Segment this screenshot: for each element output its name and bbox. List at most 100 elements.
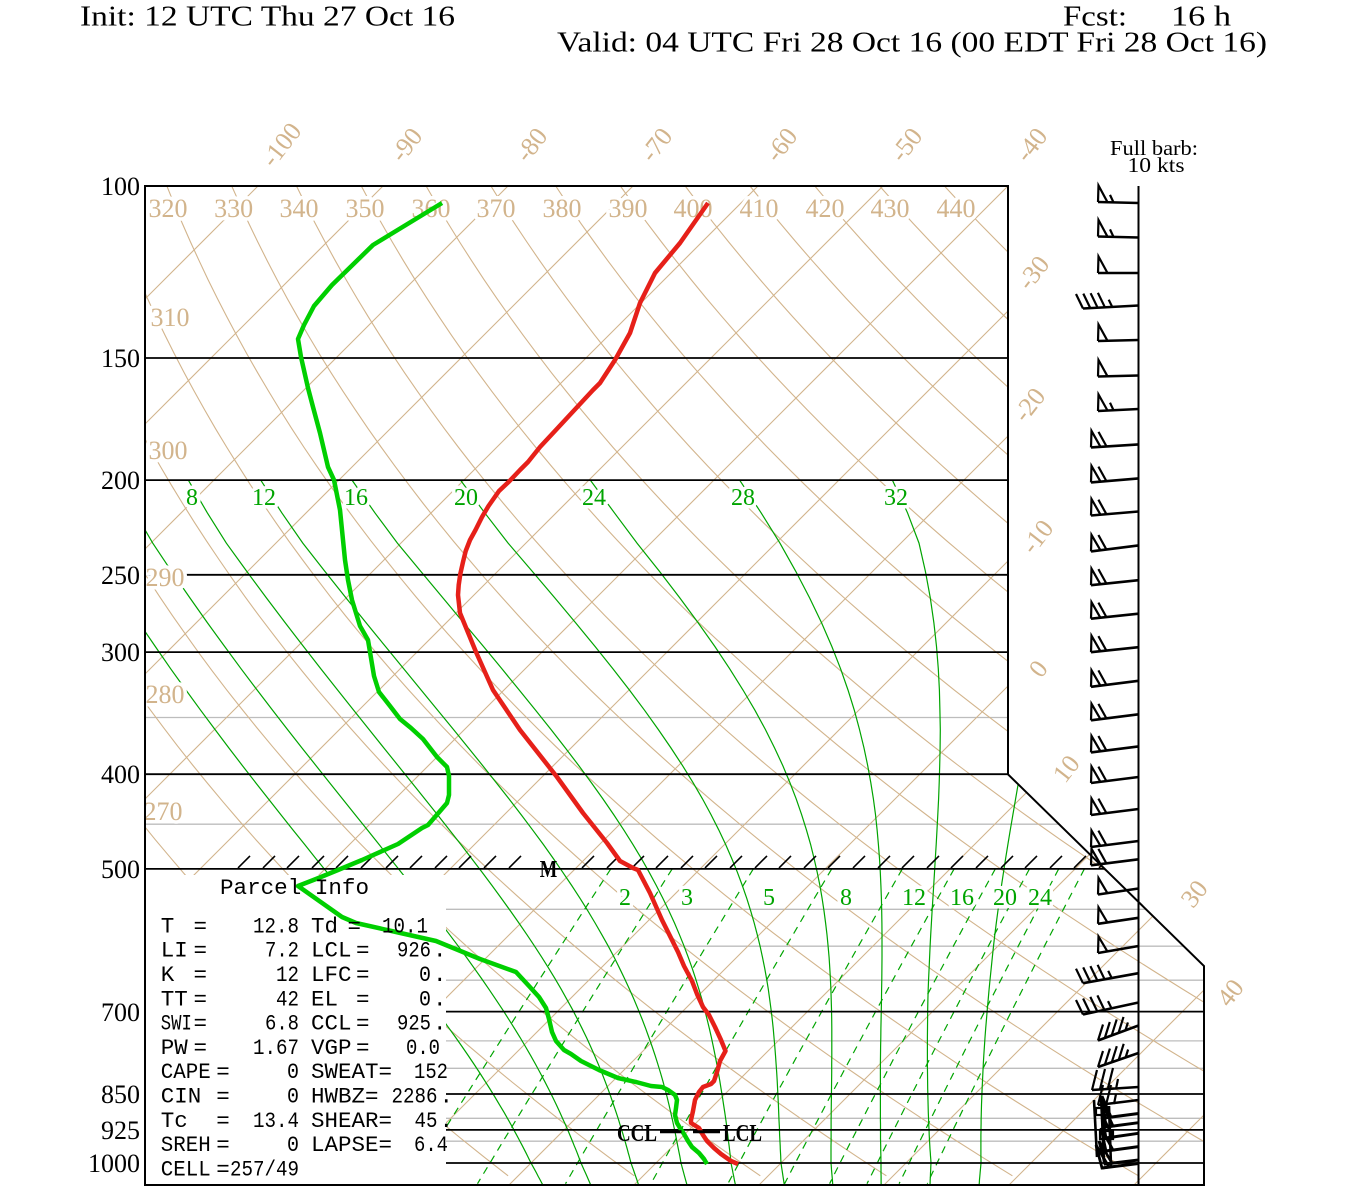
svg-text:Fcst:: Fcst: [1063, 2, 1127, 33]
svg-text:42: 42 [276, 986, 299, 1012]
svg-text:12.8: 12.8 [253, 913, 299, 939]
svg-text:16: 16 [950, 885, 974, 911]
svg-text:12: 12 [252, 485, 276, 511]
svg-text:=: = [194, 986, 208, 1012]
svg-text:Parcel Info: Parcel Info [220, 875, 369, 901]
svg-text:0: 0 [419, 962, 431, 988]
svg-text:=: = [194, 938, 208, 964]
svg-text:Init: 12 UTC Thu 27 Oct 16: Init: 12 UTC Thu 27 Oct 16 [80, 2, 455, 33]
svg-text:350: 350 [346, 194, 385, 223]
svg-text:CAPE: CAPE [161, 1059, 211, 1085]
svg-text:=: = [216, 1059, 230, 1085]
svg-text:390: 390 [609, 194, 648, 223]
svg-text:20: 20 [993, 885, 1017, 911]
svg-text:.: . [433, 986, 447, 1012]
svg-text:420: 420 [806, 194, 845, 223]
svg-text:=: = [194, 962, 208, 988]
svg-text:SHEAR=: SHEAR= [311, 1108, 392, 1134]
svg-text:CIN: CIN [161, 1084, 202, 1110]
svg-text:=: = [194, 1035, 208, 1061]
svg-text:300: 300 [101, 638, 140, 667]
svg-text:SWI: SWI [161, 1011, 192, 1037]
svg-text:10 kts: 10 kts [1128, 153, 1185, 177]
svg-text:.: . [433, 938, 447, 964]
svg-text:340: 340 [280, 194, 319, 223]
svg-text:.: . [440, 1108, 454, 1134]
svg-text:250: 250 [101, 561, 140, 590]
svg-text:24: 24 [582, 485, 606, 511]
svg-text:280: 280 [146, 680, 185, 709]
svg-text:13.4: 13.4 [253, 1108, 299, 1134]
svg-text:=: = [356, 962, 370, 988]
svg-text:.: . [440, 1084, 454, 1110]
svg-text:6.4: 6.4 [414, 1132, 448, 1158]
svg-text:=: = [356, 1035, 370, 1061]
svg-text:5: 5 [763, 885, 775, 911]
svg-text:100: 100 [101, 172, 140, 201]
svg-text:=: = [356, 986, 370, 1012]
svg-text:Valid: 04 UTC Fri 28 Oct 16 (0: Valid: 04 UTC Fri 28 Oct 16 (00 EDT Fri … [557, 28, 1267, 59]
svg-text:16 h: 16 h [1171, 2, 1231, 33]
svg-text:28: 28 [731, 485, 755, 511]
svg-text:850: 850 [101, 1080, 140, 1109]
svg-text:=: = [348, 913, 362, 939]
svg-text:Tc: Tc [161, 1108, 188, 1134]
svg-text:400: 400 [101, 760, 140, 789]
svg-text:700: 700 [101, 998, 140, 1027]
svg-text:SREH: SREH [161, 1132, 211, 1158]
svg-text:45: 45 [415, 1108, 438, 1134]
svg-text:310: 310 [151, 303, 190, 332]
svg-text:0: 0 [287, 1059, 299, 1085]
svg-text:LAPSE=: LAPSE= [311, 1132, 392, 1158]
svg-text:12: 12 [902, 885, 926, 911]
svg-text:16: 16 [344, 485, 368, 511]
svg-text:925: 925 [101, 1116, 140, 1145]
svg-text:8: 8 [840, 885, 852, 911]
svg-text:925: 925 [397, 1011, 431, 1037]
svg-text:257/49: 257/49 [230, 1156, 299, 1182]
svg-text:=: = [216, 1132, 230, 1158]
svg-text:20: 20 [454, 485, 478, 511]
svg-text:SWEAT=: SWEAT= [311, 1059, 392, 1085]
svg-text:LCL: LCL [311, 938, 352, 964]
svg-text:PW: PW [161, 1035, 189, 1061]
svg-text:8: 8 [186, 485, 198, 511]
svg-text:6.8: 6.8 [265, 1011, 299, 1037]
svg-text:1.67: 1.67 [253, 1035, 299, 1061]
svg-text:300: 300 [149, 436, 188, 465]
svg-text:LFC: LFC [311, 962, 352, 988]
svg-text:HWBZ=: HWBZ= [311, 1084, 379, 1110]
svg-text:926: 926 [397, 938, 431, 964]
svg-text:CCL: CCL [311, 1011, 352, 1037]
svg-text:0: 0 [287, 1132, 299, 1158]
svg-text:152: 152 [414, 1059, 448, 1085]
svg-text:320: 320 [149, 194, 188, 223]
svg-text:500: 500 [101, 855, 140, 884]
svg-text:.: . [433, 962, 447, 988]
svg-text:0: 0 [287, 1084, 299, 1110]
svg-text:TT: TT [161, 986, 188, 1012]
svg-text:7.2: 7.2 [265, 938, 299, 964]
svg-text:24: 24 [1028, 885, 1052, 911]
svg-text:12: 12 [276, 962, 299, 988]
svg-text:270: 270 [144, 797, 183, 826]
svg-text:=: = [216, 1156, 230, 1182]
svg-text:=: = [194, 913, 208, 939]
svg-text:370: 370 [477, 194, 516, 223]
svg-text:200: 200 [101, 466, 140, 495]
svg-text:290: 290 [146, 563, 185, 592]
svg-text:EL: EL [311, 986, 338, 1012]
svg-text:LCL: LCL [723, 1121, 762, 1147]
svg-text:Full barb:: Full barb: [1110, 136, 1198, 160]
svg-text:Td: Td [311, 913, 338, 939]
svg-text:=: = [194, 1011, 208, 1037]
svg-text:=: = [216, 1108, 230, 1134]
svg-text:380: 380 [543, 194, 582, 223]
svg-text:2286: 2286 [392, 1084, 438, 1110]
svg-text:LI: LI [161, 938, 188, 964]
svg-text:CCL: CCL [617, 1121, 657, 1147]
svg-text:400: 400 [674, 194, 713, 223]
svg-text:410: 410 [740, 194, 779, 223]
svg-text:430: 430 [871, 194, 910, 223]
svg-text:M: M [540, 857, 558, 883]
